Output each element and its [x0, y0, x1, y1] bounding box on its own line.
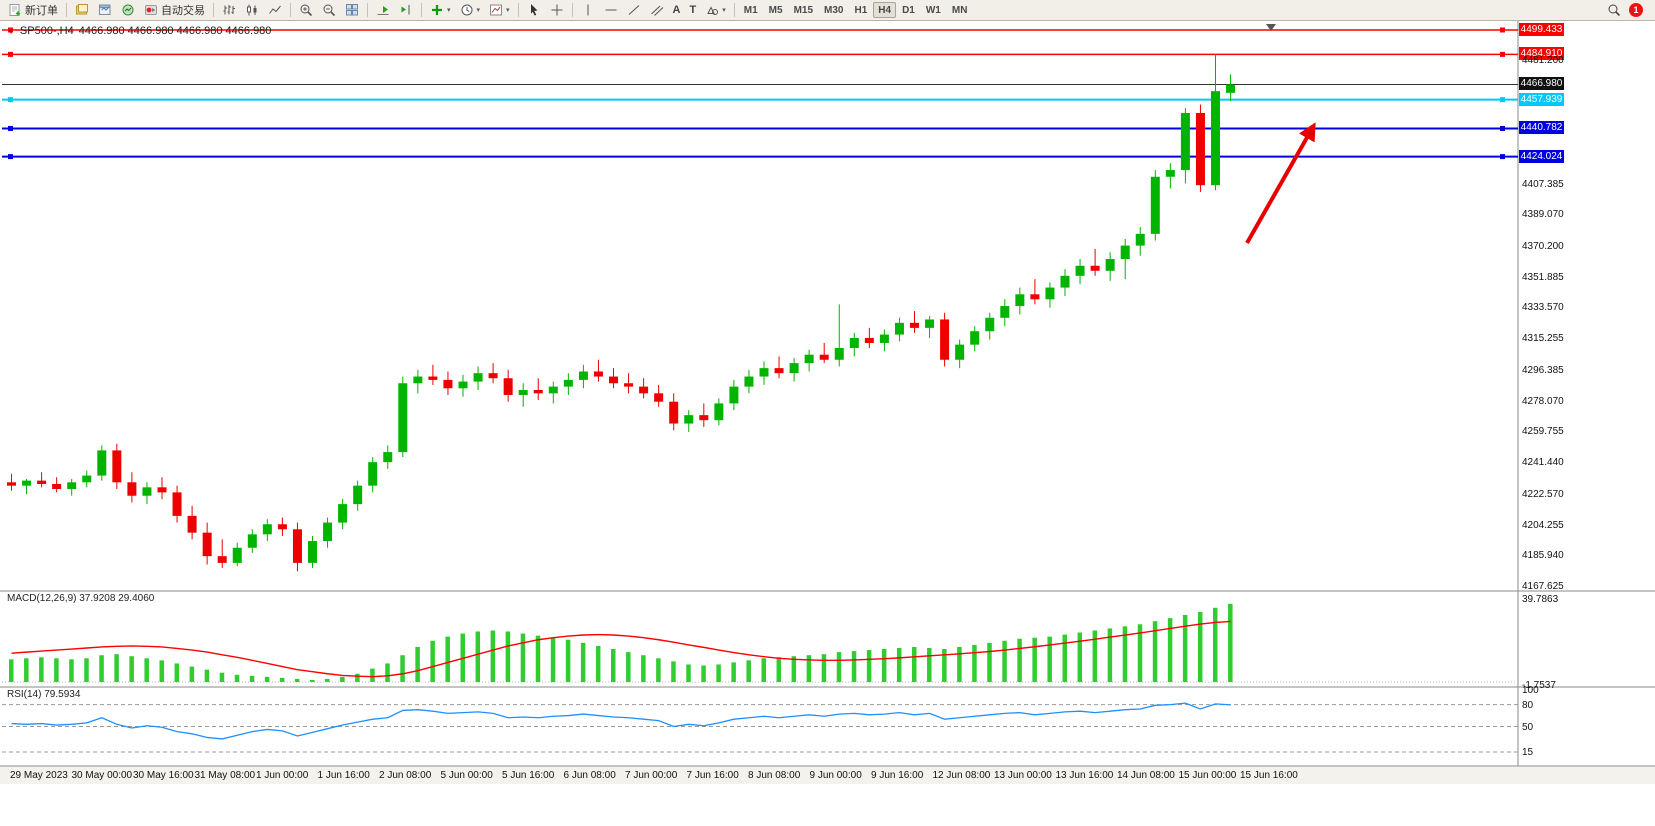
label-tool-icon: T — [689, 3, 697, 16]
timeframe-m1-button[interactable]: M1 — [739, 2, 763, 18]
crosshair-icon — [551, 4, 563, 16]
bar-chart-icon — [222, 3, 236, 17]
cursor-button[interactable] — [523, 2, 545, 19]
rsi-indicator-label: RSI(14) 79.5934 — [7, 689, 81, 700]
zoom-in-button[interactable] — [295, 2, 317, 19]
chart-frame — [0, 21, 1655, 767]
label-button[interactable]: T — [686, 2, 701, 19]
toolbar-separator — [733, 3, 735, 17]
toolbar-separator — [367, 3, 368, 17]
text-tool-icon: A — [672, 3, 681, 16]
clock-icon — [460, 3, 474, 17]
toolbar-separator — [290, 3, 291, 17]
chart-bars-button[interactable] — [218, 2, 240, 19]
horizontal-line-icon — [604, 3, 618, 17]
shapes-button[interactable]: ▾ — [701, 2, 730, 19]
chart-ohlc-values: 4466.980 4466.980 4466.980 4466.980 — [78, 25, 272, 37]
tile-windows-button[interactable] — [341, 2, 363, 19]
zoom-out-button[interactable] — [318, 2, 340, 19]
periods-button[interactable]: ▾ — [456, 2, 485, 19]
timeframe-w1-button[interactable]: W1 — [921, 2, 946, 18]
macd-indicator-label: MACD(12,26,9) 37.9208 29.4060 — [7, 593, 155, 604]
timeframe-m15-button[interactable]: M15 — [789, 2, 818, 18]
caret-down-icon: ▾ — [476, 6, 481, 14]
new-chart-icon — [75, 3, 89, 17]
toolbar-separator — [213, 3, 214, 17]
new-order-icon — [8, 3, 20, 17]
caret-down-icon: ▾ — [506, 6, 510, 14]
trendline-button[interactable] — [623, 2, 645, 19]
tile-windows-icon — [345, 3, 359, 17]
autotrade-icon — [144, 3, 158, 17]
trendline-icon — [627, 3, 641, 17]
vertical-line-icon — [581, 3, 595, 17]
cursor-icon — [530, 4, 538, 16]
caret-down-icon: ▾ — [447, 6, 451, 14]
timeframe-h4-button[interactable]: H4 — [873, 2, 897, 18]
templates-button[interactable]: ▾ — [485, 2, 514, 19]
caret-down-icon: ▾ — [722, 6, 726, 14]
shapes-icon — [705, 3, 719, 17]
candles-layer — [7, 54, 1236, 572]
add-indicator-icon — [432, 5, 442, 15]
autotrade-button[interactable]: 自动交易 — [140, 2, 209, 19]
vertical-line-button[interactable] — [577, 2, 599, 19]
chart-selected-icon: ▼ — [7, 26, 15, 36]
chart-line-button[interactable] — [264, 2, 286, 19]
search-icon[interactable] — [1607, 3, 1621, 17]
toolbar-separator — [517, 3, 519, 17]
profiles-button[interactable] — [94, 2, 116, 19]
auto-scroll-icon — [376, 6, 390, 17]
candlestick-chart-icon — [245, 3, 257, 17]
indicators-button[interactable]: ▾ — [426, 2, 455, 19]
line-chart-icon — [268, 3, 282, 17]
toolbar-separator — [571, 3, 573, 17]
profiles-icon — [98, 3, 112, 17]
horizontal-line-button[interactable] — [600, 2, 622, 19]
autotrade-label: 自动交易 — [161, 5, 205, 17]
macd-layer — [2, 603, 1518, 683]
channel-button[interactable] — [646, 2, 668, 19]
horizontal-line-objects[interactable] — [2, 27, 1518, 160]
chart-title: ▼ SP500-,H4 4466.980 4466.980 4466.980 4… — [7, 25, 271, 37]
templates-icon — [489, 3, 503, 17]
toolbar-separator — [421, 3, 422, 17]
toolbar-right-group: 1 — [1607, 3, 1651, 17]
time-axis[interactable] — [0, 767, 1655, 784]
timeframe-h1-button[interactable]: H1 — [849, 2, 872, 18]
chart-shift-icon — [401, 3, 413, 17]
crosshair-button[interactable] — [546, 2, 568, 19]
toolbar-separator — [66, 3, 67, 17]
auto-scroll-button[interactable] — [372, 2, 394, 19]
chart-shift-marker — [1266, 24, 1276, 31]
arrow-annotation — [1245, 122, 1316, 244]
chart-shift-button[interactable] — [395, 2, 417, 19]
channel-icon — [650, 3, 664, 17]
timeframe-mn-button[interactable]: MN — [947, 2, 973, 18]
market-watch-icon — [121, 3, 135, 17]
timeframe-d1-button[interactable]: D1 — [897, 2, 920, 18]
notification-badge[interactable]: 1 — [1629, 3, 1643, 17]
text-button[interactable]: A — [669, 2, 685, 19]
market-watch-button[interactable] — [117, 2, 139, 19]
new-chart-button[interactable] — [71, 2, 93, 19]
new-order-label: 新订单 — [25, 5, 58, 17]
chart-symbol-period: SP500-,H4 — [19, 25, 74, 37]
zoom-in-icon — [299, 3, 313, 17]
main-toolbar: 新订单 自动交易 ▾ ▾ — [0, 0, 1655, 21]
zoom-out-icon — [322, 3, 336, 17]
chart-candles-button[interactable] — [241, 2, 263, 19]
new-order-button[interactable]: 新订单 — [4, 2, 62, 19]
timeframe-m5-button[interactable]: M5 — [764, 2, 788, 18]
rsi-layer — [2, 702, 1518, 753]
timeframe-m30-button[interactable]: M30 — [819, 2, 848, 18]
